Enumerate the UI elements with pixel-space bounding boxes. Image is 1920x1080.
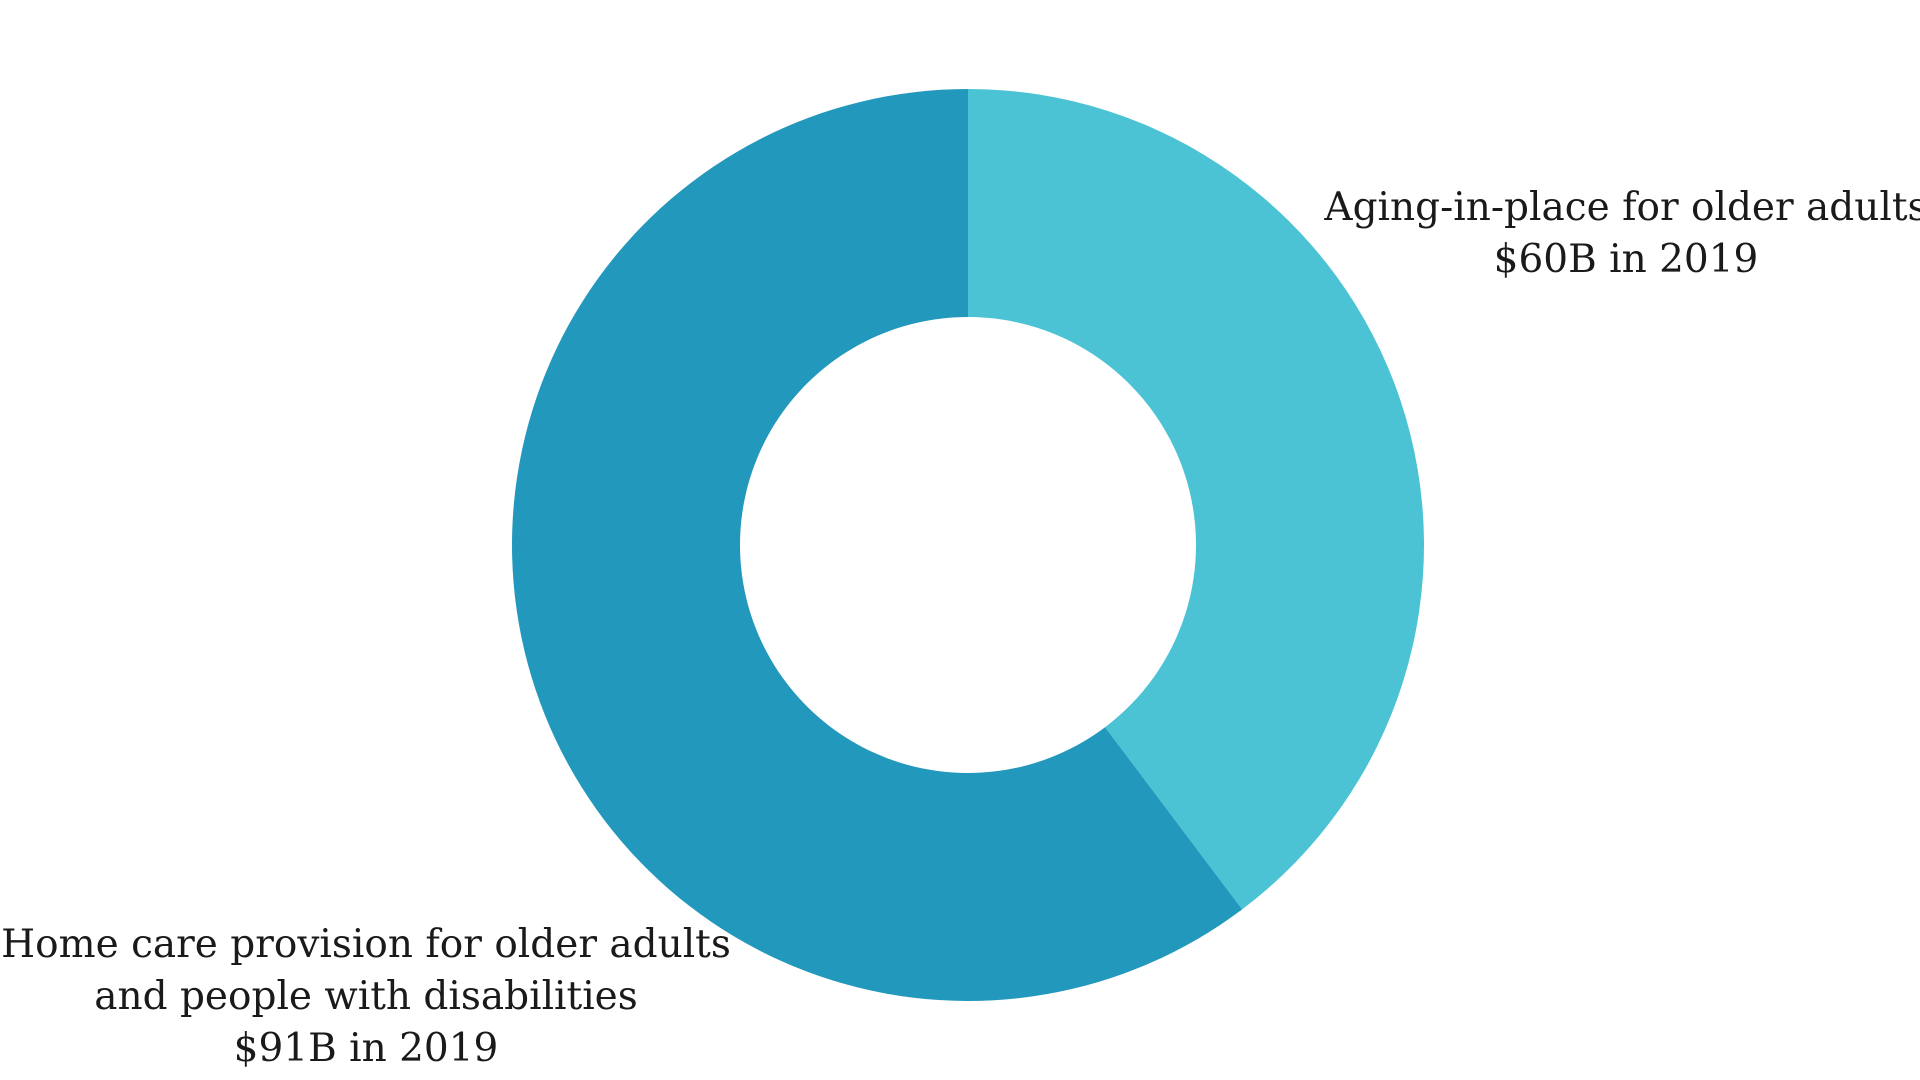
label-home-name-line1: Home care provision for older adults	[1, 922, 731, 967]
label-aging-value: $60B in 2019	[1494, 237, 1759, 282]
donut-slice-home-care	[512, 89, 1243, 1002]
donut-slices	[512, 89, 1424, 1002]
label-aging-name: Aging-in-place for older adults	[1323, 185, 1920, 230]
label-home-value: $91B in 2019	[234, 1026, 499, 1071]
donut-slice-aging-in-place	[968, 89, 1424, 910]
label-home-name-line2: and people with disabilities	[94, 974, 638, 1019]
